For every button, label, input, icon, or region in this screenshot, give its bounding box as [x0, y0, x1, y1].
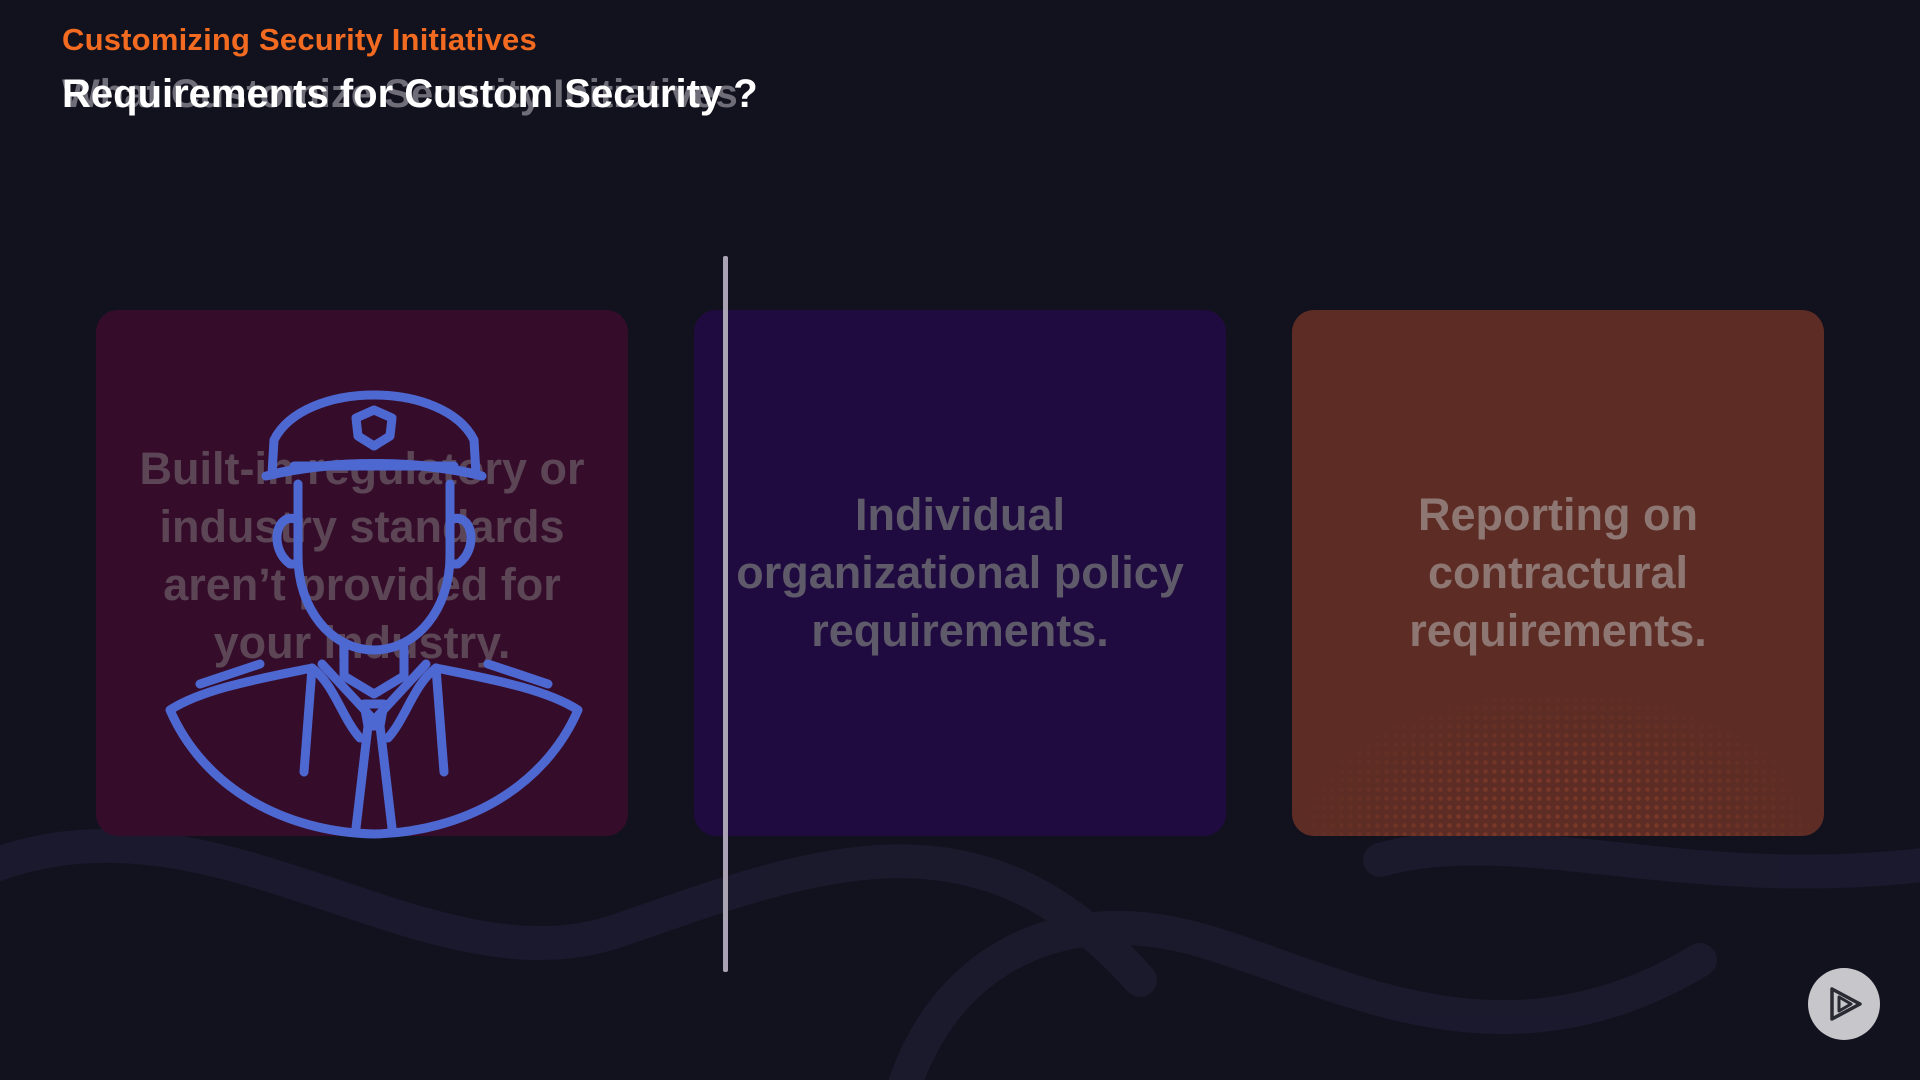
security-guard-icon [165, 390, 583, 839]
vertical-divider [723, 256, 728, 972]
card-text: Built-in regulatory or industry standard… [139, 443, 585, 668]
section-eyebrow: Customizing Security Initiatives [62, 22, 537, 57]
slide-title: Requirements for Custom Security ? [62, 72, 758, 116]
play-logo-icon [1830, 987, 1862, 1021]
play-logo-button[interactable] [1808, 968, 1880, 1040]
card-org-policy: Individual organizational policy require… [694, 310, 1226, 836]
dot-pattern [1292, 686, 1824, 836]
previous-title-ghost: What Customize Security Initiatives [62, 72, 738, 116]
card-text: Individual organizational policy require… [736, 489, 1184, 656]
card-text: Reporting on contractural requirements. [1409, 489, 1707, 656]
card-builtin-standards: Built-in regulatory or industry standard… [96, 310, 628, 836]
card-contractual: Reporting on contractural requirements. [1292, 310, 1824, 836]
